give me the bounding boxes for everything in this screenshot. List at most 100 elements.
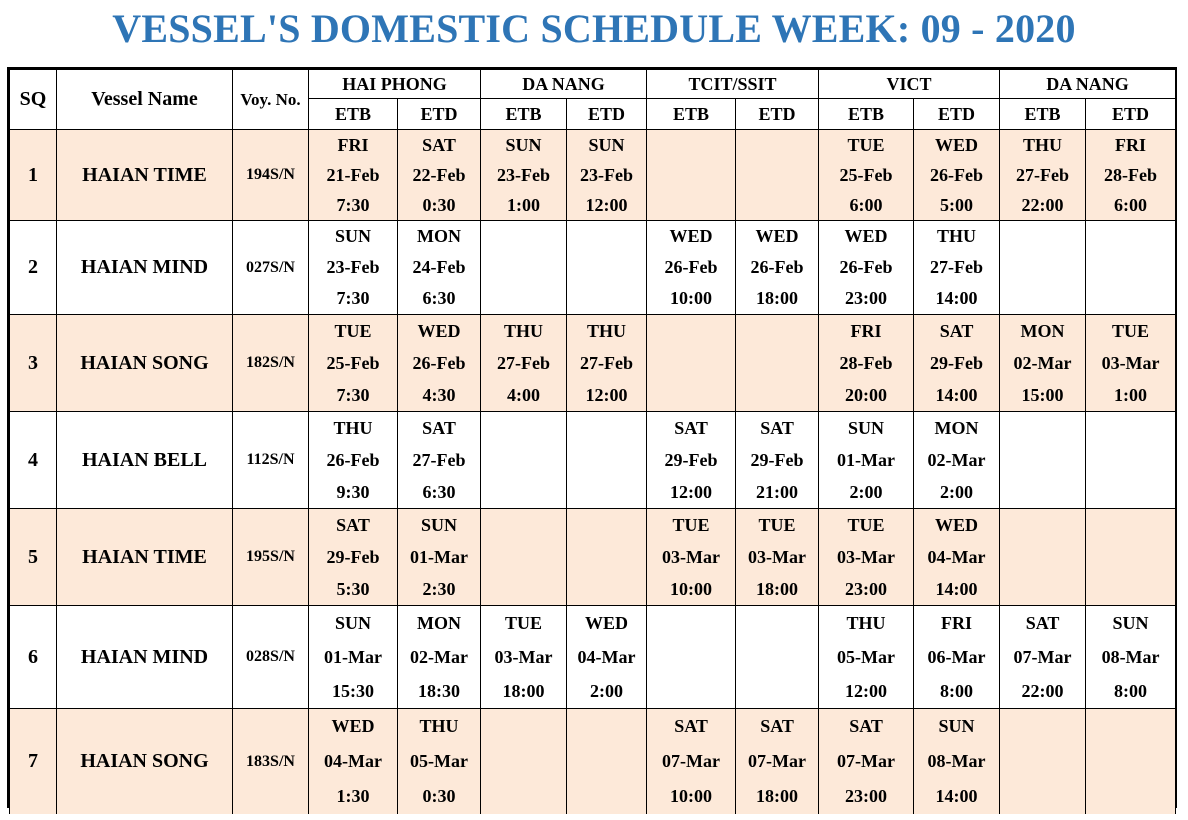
cell-time: 6:30 (422, 482, 456, 502)
cell-time: 1:30 (336, 786, 370, 806)
cell-date: 01-Mar (410, 547, 468, 567)
table-frame (7, 67, 1177, 808)
cell-day: SAT (674, 418, 708, 438)
header-etb: ETB (999, 98, 1087, 130)
cell-day: WED (935, 135, 979, 155)
schedule-cell: FRI 06-Mar 8:00 (913, 605, 1001, 709)
schedule-cell (735, 314, 820, 412)
cell-time: 14:00 (935, 288, 978, 308)
cell-day: TUE (847, 515, 885, 535)
cell-day: THU (1023, 135, 1063, 155)
cell-time: 2:00 (940, 482, 974, 502)
cell-day: WED (755, 226, 799, 246)
cell-date: 05-Mar (410, 751, 468, 771)
schedule-cell: FRI 21-Feb 7:30 (308, 129, 398, 221)
table-row: 1 HAIAN TIME 194S/N FRI 21-Feb 7:30 SAT 22-Feb 0… (9, 129, 1177, 221)
header-port-da-nang-2: DA NANG (999, 69, 1177, 99)
cell-date: 03-Mar (662, 547, 721, 567)
table-row: 4 HAIAN BELL 112S/N THU 26-Feb 9:30 SAT 27-Feb 6… (9, 411, 1177, 509)
cell-time: 22:00 (1021, 195, 1064, 215)
cell-date: 27-Feb (1016, 165, 1070, 185)
cell-time: 2:00 (590, 681, 624, 701)
cell-day: SAT (336, 515, 370, 535)
header-port-hai-phong: HAI PHONG (307, 69, 482, 99)
cell-time: 15:30 (332, 681, 374, 701)
schedule-cell: FRI 28-Feb 6:00 (1085, 129, 1177, 221)
schedule-cell (1085, 708, 1177, 814)
cell-day: SAT (760, 418, 794, 438)
schedule-cell: SAT 29-Feb 5:30 (308, 508, 398, 606)
cell-day: SAT (760, 716, 794, 736)
schedule-cell (480, 220, 568, 315)
cell-day: FRI (1115, 135, 1147, 155)
table-row: 6 HAIAN MIND 028S/N SUN 01-Mar 15:30 MON 02-Mar… (9, 605, 1177, 709)
cell-time: 18:00 (756, 288, 799, 308)
header-etd: ETD (735, 98, 820, 130)
cell-day: TUE (1112, 321, 1150, 341)
cell-day: FRI (337, 135, 369, 155)
schedule-cell: SUN 01-Mar 15:30 (308, 605, 398, 709)
cell-date: 29-Feb (750, 450, 804, 470)
vessel-name: HAIAN MIND (56, 220, 233, 315)
schedule-cell: THU 05-Mar 12:00 (818, 605, 915, 709)
cell-time: 2:30 (422, 579, 456, 599)
cell-date: 26-Feb (664, 257, 718, 277)
cell-time: 1:00 (1114, 385, 1148, 405)
schedule-cell: FRI 28-Feb 20:00 (818, 314, 915, 412)
cell-day: TUE (505, 613, 543, 633)
schedule-cell: TUE 03-Mar 1:00 (1085, 314, 1177, 412)
schedule-cell (480, 508, 568, 606)
cell-date: 23-Feb (497, 165, 551, 185)
cell-day: MON (934, 418, 979, 438)
voyage-number: 183S/N (232, 708, 309, 814)
schedule-cell (646, 314, 737, 412)
cell-day: THU (587, 321, 627, 341)
cell-day: SUN (938, 716, 975, 736)
cell-time: 18:30 (418, 681, 460, 701)
cell-date: 27-Feb (930, 257, 984, 277)
schedule-cell (646, 605, 737, 709)
vessel-name: HAIAN SONG (56, 314, 233, 412)
cell-date: 01-Mar (837, 450, 896, 470)
cell-date: 04-Mar (324, 751, 382, 771)
schedule-cell (566, 708, 648, 814)
schedule-cell (1085, 220, 1177, 315)
schedule-cell: WED 04-Mar 2:00 (566, 605, 648, 709)
voyage-number: 182S/N (232, 314, 309, 412)
vessel-name: HAIAN SONG (56, 708, 233, 814)
cell-date: 03-Mar (748, 547, 807, 567)
cell-time: 12:00 (585, 385, 628, 405)
schedule-cell (999, 708, 1087, 814)
cell-day: SAT (422, 418, 456, 438)
cell-time: 10:00 (670, 288, 713, 308)
cell-time: 6:00 (1114, 195, 1148, 215)
schedule-cell: TUE 03-Mar 10:00 (646, 508, 737, 606)
cell-date: 29-Feb (930, 353, 984, 373)
row-sq: 3 (9, 314, 57, 412)
cell-date: 07-Mar (748, 751, 807, 771)
table-row: 2 HAIAN MIND 027S/N SUN 23-Feb 7:30 MON 24-Feb 6… (9, 220, 1177, 315)
schedule-cell (646, 129, 737, 221)
cell-date: 27-Feb (497, 353, 551, 373)
schedule-cell: SUN 01-Mar 2:30 (396, 508, 482, 606)
schedule-cell (1085, 508, 1177, 606)
schedule-table: SQ Vessel Name Voy. No. HAI PHONG DA NAN… (9, 69, 1177, 814)
header-etb: ETB (646, 98, 737, 130)
schedule-cell: MON 02-Mar 18:30 (396, 605, 482, 709)
cell-date: 04-Mar (927, 547, 986, 567)
cell-day: SUN (588, 135, 625, 155)
cell-day: SAT (674, 716, 708, 736)
voyage-number: 194S/N (232, 129, 309, 221)
schedule-cell: SAT 07-Mar 22:00 (999, 605, 1087, 709)
cell-date: 26-Feb (750, 257, 804, 277)
cell-time: 18:00 (756, 786, 799, 806)
cell-time: 9:30 (336, 482, 370, 502)
schedule-cell: WED 26-Feb 10:00 (646, 220, 737, 315)
cell-time: 5:00 (940, 195, 974, 215)
cell-day: FRI (941, 613, 973, 633)
cell-date: 26-Feb (930, 165, 984, 185)
schedule-cell: THU 27-Feb 12:00 (566, 314, 648, 412)
schedule-cell: SAT 07-Mar 23:00 (818, 708, 915, 814)
cell-time: 10:00 (670, 786, 713, 806)
cell-time: 21:00 (756, 482, 799, 502)
